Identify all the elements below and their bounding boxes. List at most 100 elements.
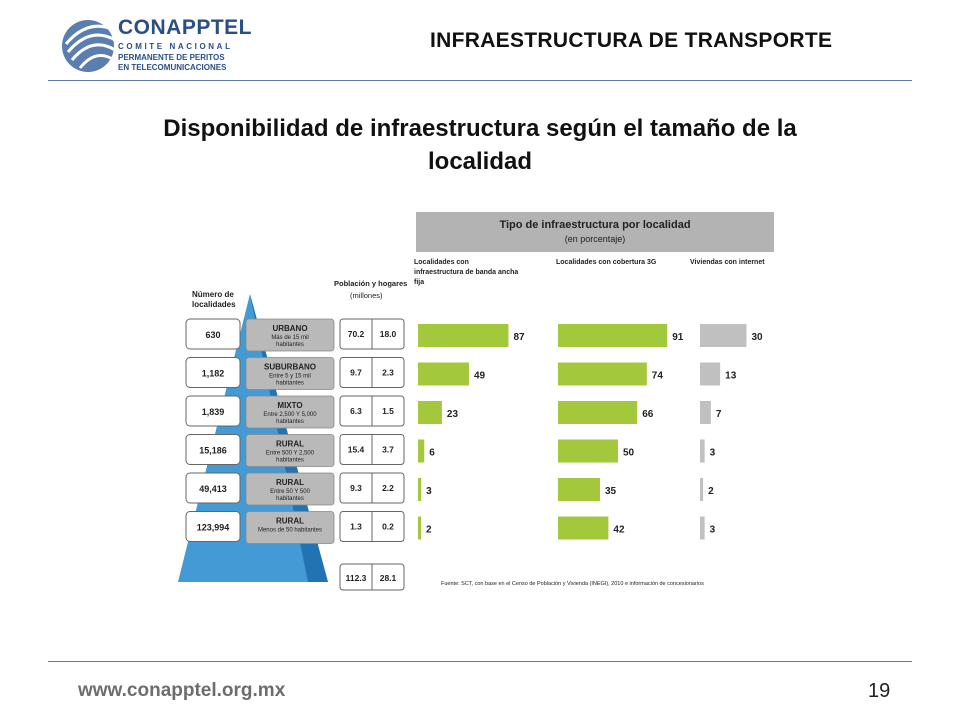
category-box <box>245 395 335 429</box>
bar <box>418 324 509 347</box>
localities-value: 15,186 <box>199 446 227 456</box>
category-box <box>245 357 335 390</box>
bar <box>700 362 721 386</box>
bar <box>418 401 442 424</box>
series-header: infraestructura de banda ancha <box>414 269 518 276</box>
bar-label: 50 <box>623 448 635 459</box>
bar <box>558 516 609 540</box>
category-desc: habitantes <box>276 458 304 464</box>
category-desc: Entre 50 Y 500 <box>270 489 310 495</box>
series-header: Localidades con <box>414 259 469 266</box>
chart-title: Tipo de infraestructura por localidad <box>499 219 690 231</box>
logo-line-1: COMITE NACIONAL <box>118 42 233 51</box>
bar <box>558 478 600 501</box>
bar <box>418 516 421 540</box>
category-desc: Entre 2,500 Y 5,000 <box>263 412 317 418</box>
bar-label: 35 <box>605 486 617 497</box>
category-name: URBANO <box>272 324 307 333</box>
households-value: 18.0 <box>380 329 397 339</box>
bar-label: 49 <box>474 371 486 382</box>
localities-header: localidades <box>192 300 236 309</box>
category-desc: Más de 15 mil <box>271 335 308 341</box>
localities-value: 49,413 <box>199 484 227 494</box>
category-name: RURAL <box>276 440 304 449</box>
category-desc: habitantes <box>276 419 304 425</box>
localities-box <box>185 318 241 350</box>
bar-label: 3 <box>710 448 716 459</box>
bar-label: 87 <box>513 332 525 343</box>
bar-label: 23 <box>447 409 459 420</box>
localities-box <box>185 472 241 504</box>
bar-label: 2 <box>708 486 714 497</box>
population-value: 9.3 <box>350 483 362 493</box>
source-note: Fuente: SCT, con base en el Censo de Pob… <box>441 581 704 587</box>
total-households: 28.1 <box>380 573 397 583</box>
bar <box>700 324 747 347</box>
category-box <box>245 472 335 506</box>
localities-box <box>185 357 241 388</box>
localities-box <box>185 395 241 427</box>
logo-name: CONAPPTEL <box>118 16 253 39</box>
chart-subtitle: (en porcentaje) <box>565 234 626 244</box>
bar-label: 30 <box>752 332 764 343</box>
footer-url: www.conapptel.org.mx <box>78 680 286 701</box>
series-header: fija <box>414 279 424 286</box>
localities-value: 1,182 <box>202 369 225 379</box>
population-header: Población y hogares <box>334 279 407 288</box>
bar-label: 2 <box>426 525 432 536</box>
title-banner <box>416 212 774 252</box>
category-box <box>245 318 335 352</box>
page-number: 19 <box>868 680 891 702</box>
category-name: RURAL <box>276 478 304 487</box>
footer-divider <box>48 661 912 662</box>
population-value: 70.2 <box>348 329 365 339</box>
bar-label: 13 <box>725 371 737 382</box>
households-value: 0.2 <box>382 522 394 532</box>
bar <box>558 362 647 386</box>
localities-value: 123,994 <box>197 523 230 533</box>
category-box <box>245 511 335 544</box>
conapptel-logo: CONAPPTEL COMITE NACIONAL PERMANENTE DE … <box>60 14 253 76</box>
population-value: 9.7 <box>350 368 362 378</box>
category-desc: habitantes <box>276 496 304 502</box>
population-value: 6.3 <box>350 406 362 416</box>
series-header: Localidades con cobertura 3G <box>556 259 657 266</box>
bar <box>700 516 705 540</box>
localities-value: 630 <box>205 330 220 340</box>
category-desc: habitantes <box>276 381 304 387</box>
category-desc: Entre 5 y 15 mil <box>269 374 311 380</box>
bar-label: 3 <box>426 486 432 497</box>
bar <box>700 439 705 463</box>
logo-line-3: EN TELECOMUNICACIONES <box>118 63 227 72</box>
bar-label: 6 <box>429 448 435 459</box>
households-value: 2.2 <box>382 483 394 493</box>
localities-value: 1,839 <box>202 407 225 417</box>
population-value: 15.4 <box>348 445 365 455</box>
localities-box <box>185 511 241 542</box>
total-population: 112.3 <box>346 573 367 583</box>
bar-label: 7 <box>716 409 722 420</box>
bar-label: 66 <box>642 409 654 420</box>
header-divider <box>48 80 912 81</box>
bar-label: 42 <box>613 525 625 536</box>
slide-title: Disponibilidad de infraestructura según … <box>163 115 797 175</box>
bar-label: 3 <box>710 525 716 536</box>
bar-label: 74 <box>652 371 664 382</box>
bar <box>700 478 704 501</box>
category-name: MIXTO <box>277 401 302 410</box>
category-name: SUBURBANO <box>264 363 316 372</box>
category-box <box>245 434 335 467</box>
logo-line-2: PERMANENTE DE PERITOS <box>118 53 225 62</box>
category-name: RURAL <box>276 517 304 526</box>
bar <box>558 324 668 347</box>
population-value: 1.3 <box>350 522 362 532</box>
series-header: Viviendas con internet <box>690 259 765 266</box>
bar <box>418 362 469 386</box>
population-unit: (millones) <box>350 291 383 300</box>
bar <box>700 401 711 424</box>
category-desc: Entre 500 Y 2,500 <box>266 451 315 457</box>
section-title: INFRAESTRUCTURA DE TRANSPORTE <box>430 29 833 52</box>
localities-header: Número de <box>192 290 234 299</box>
localities-box <box>185 434 241 465</box>
